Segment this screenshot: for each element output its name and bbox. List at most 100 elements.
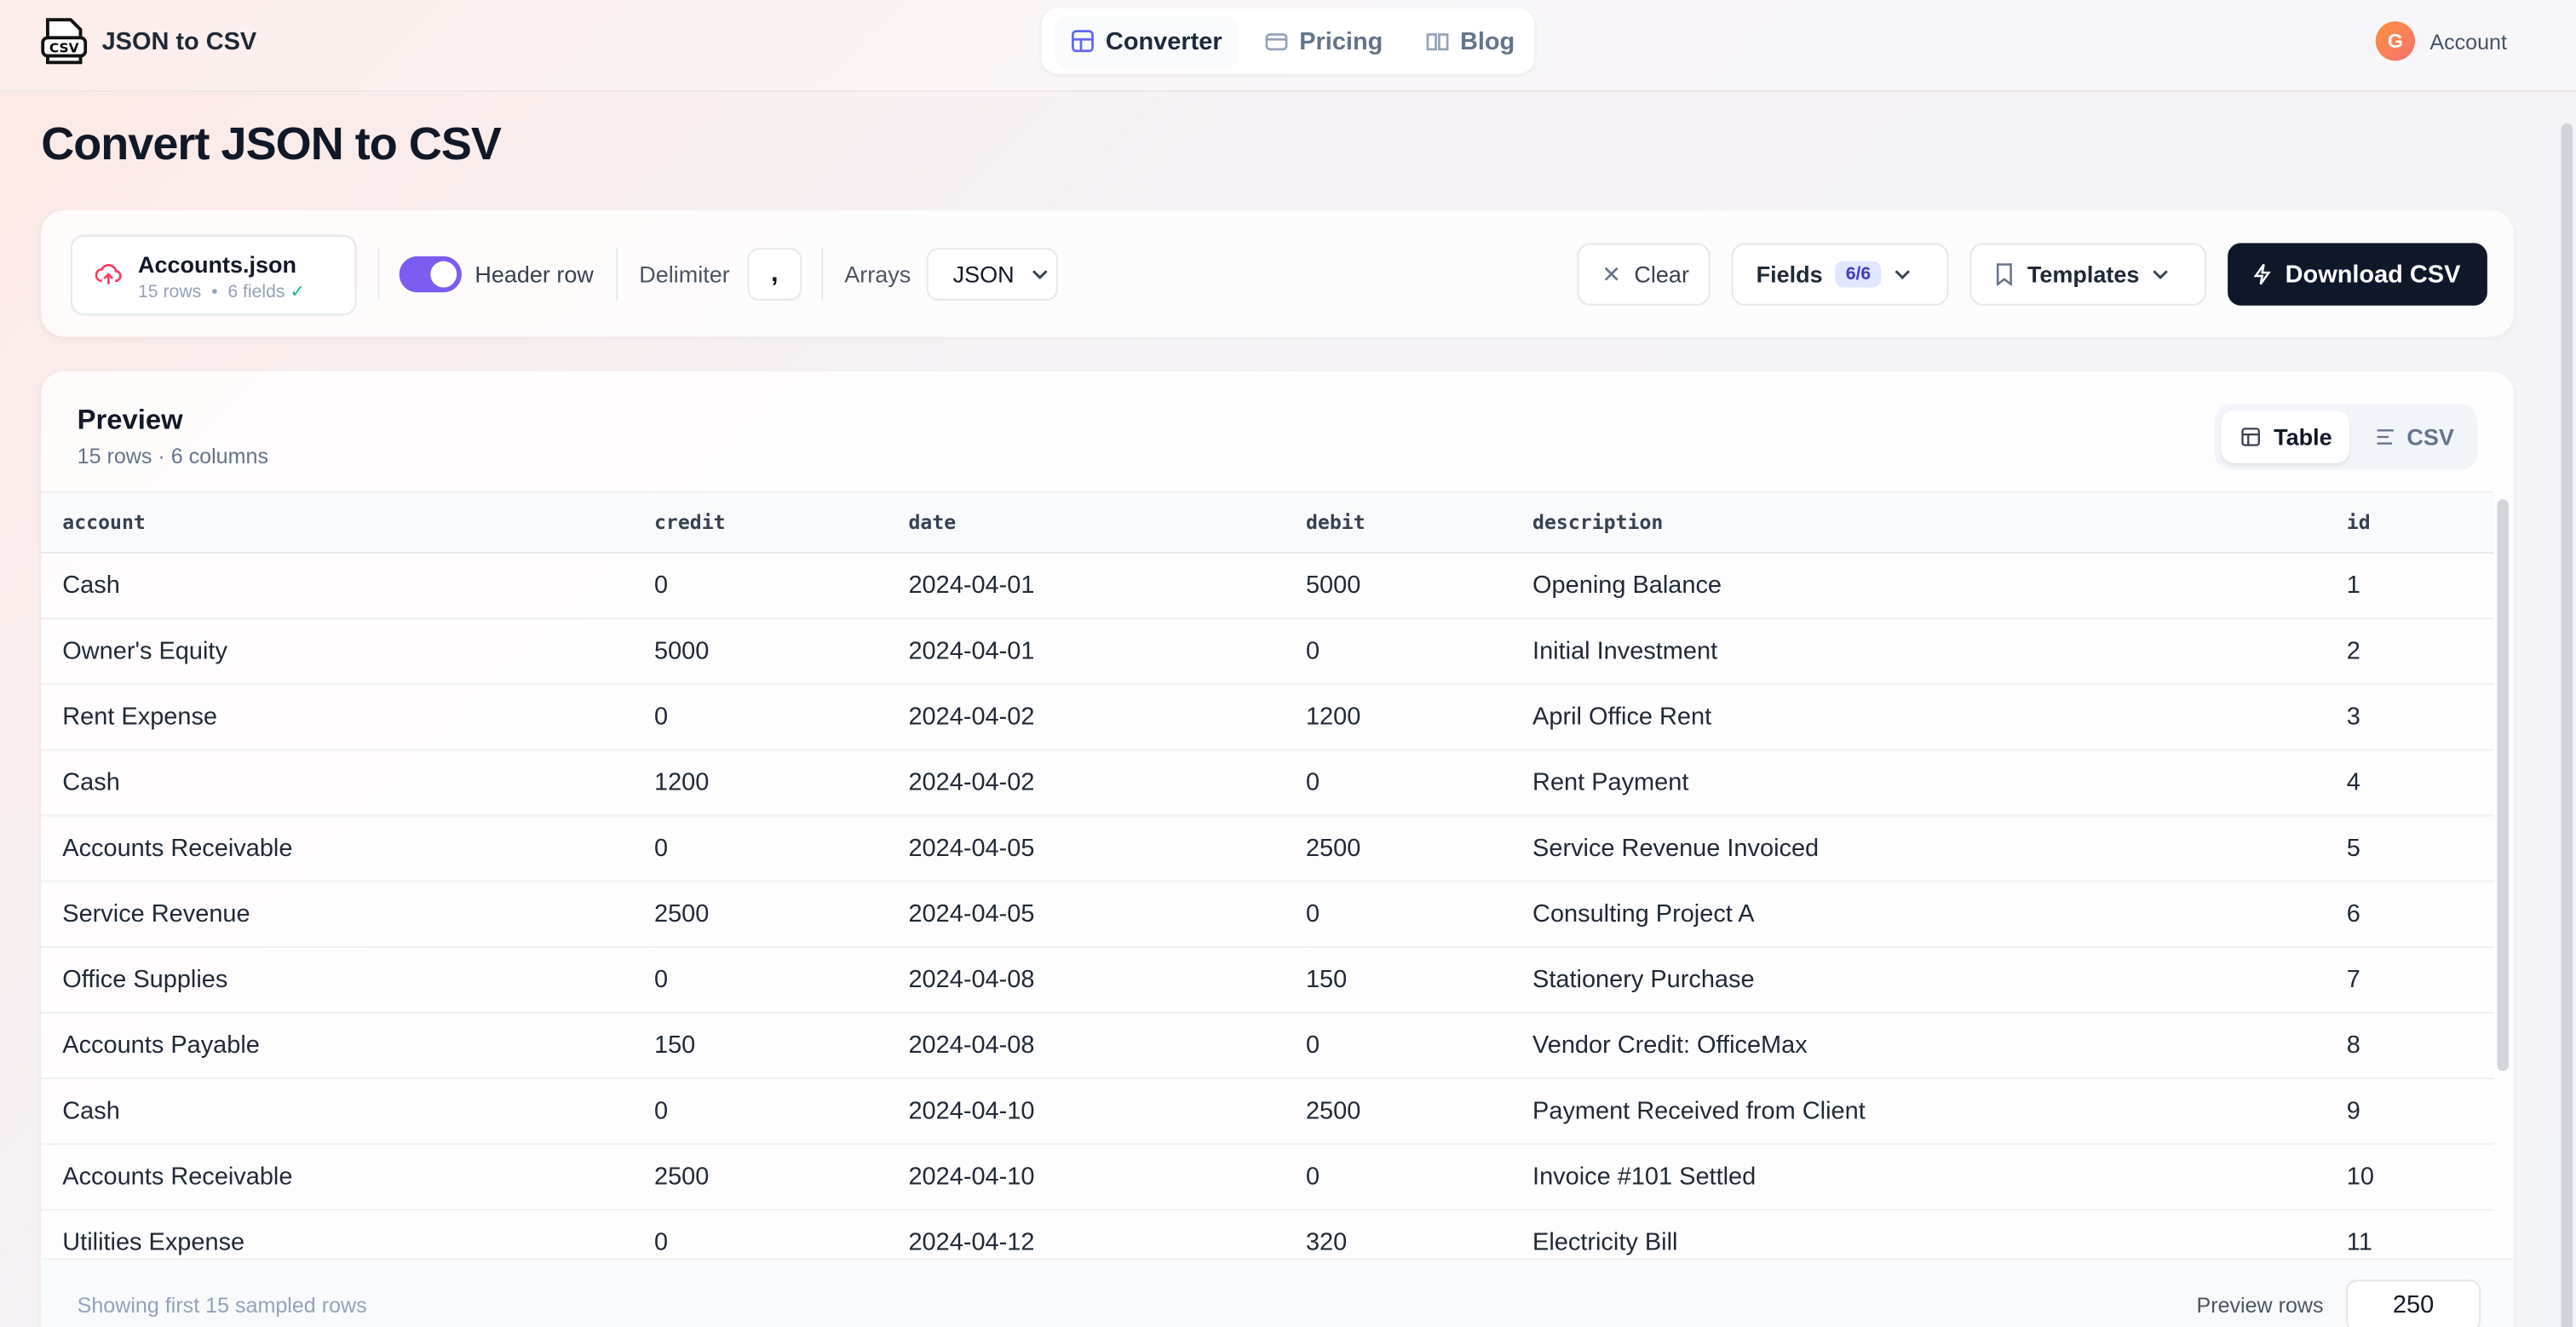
toolbar: Accounts.json 15 rows • 6 fields ✓ Heade… (41, 210, 2514, 337)
table-cell: Cash (41, 552, 653, 620)
csv-tab[interactable]: CSV (2353, 411, 2471, 463)
icon (1426, 33, 1448, 51)
column-header: date (906, 491, 1305, 554)
fields-button[interactable]: Fields 6/6 (1731, 243, 1949, 306)
table-cell: 2024-04-05 (906, 881, 1305, 948)
file-chip[interactable]: Accounts.json 15 rows • 6 fields ✓ (70, 234, 357, 316)
button-label: Clear (1634, 261, 1689, 288)
button-label: Fields (1756, 261, 1823, 288)
table-row: Accounts Receivable 0 2024-04-05 2500 Servic… (41, 815, 2494, 882)
table-cell: 4 (2344, 750, 2494, 817)
table-row: Cash 1200 2024-04-02 0 Rent Payment 4 (41, 750, 2494, 817)
column-header: debit (1304, 491, 1532, 554)
avatar[interactable]: G (2375, 21, 2415, 61)
table-row: Cash 0 2024-04-01 5000 Opening Balance 1 (41, 552, 2494, 620)
table-cell: 9 (2344, 1078, 2494, 1146)
label: Delimiter (639, 261, 730, 288)
table-row: Service Revenue 2500 2024-04-05 0 Consulting… (41, 881, 2494, 948)
nav-item[interactable]: Blog (1409, 15, 1531, 66)
logo: CSV (41, 18, 88, 65)
table-tab[interactable]: Table (2221, 411, 2349, 463)
table-cell: 1200 (1304, 684, 1532, 751)
chevron (1895, 270, 1910, 279)
table-cell: 3 (2344, 684, 2494, 751)
icon (1072, 30, 1094, 53)
table-cell: Owner's Equity (41, 618, 653, 686)
table-cell: 2024-04-10 (906, 1144, 1305, 1211)
icon (2241, 428, 2260, 446)
table-row: Accounts Receivable 2500 2024-04-10 0 Invoic… (41, 1144, 2494, 1211)
nav: Converter Pricing Blog (1041, 8, 1535, 74)
icon (1265, 33, 1288, 51)
preview-rows-input[interactable]: 250 (2345, 1279, 2481, 1327)
table-body: Cash 0 2024-04-01 5000 Opening Balance 1 Owner… (41, 552, 2494, 1277)
preview-footer: Showing first 15 sampled rows Preview ro… (41, 1258, 2514, 1327)
clear-button[interactable]: ✕ Clear (1577, 243, 1711, 306)
icon (2253, 263, 2271, 285)
table-cell: 150 (1304, 946, 1532, 1014)
table-row: Accounts Payable 150 2024-04-08 0 Vendor Cre… (41, 1012, 2494, 1080)
header-row: account credit date debit description id (41, 491, 2494, 554)
tab-label: CSV (2406, 423, 2454, 451)
svg-text:CSV: CSV (49, 41, 79, 56)
delimiter-input[interactable]: , (747, 248, 802, 301)
table-cell: Rent Payment (1531, 750, 2345, 817)
table-cell: Stationery Purchase (1531, 946, 2345, 1014)
nav-label: Converter (1105, 26, 1222, 55)
column-header: id (2344, 491, 2494, 554)
table-cell: 10 (2344, 1144, 2494, 1211)
header-row-toggle[interactable] (399, 256, 462, 293)
table-cell: April Office Rent (1531, 684, 2345, 751)
table-cell: Invoice #101 Settled (1531, 1144, 2345, 1211)
icon (2377, 429, 2394, 445)
table-cell: 2024-04-02 (906, 750, 1305, 817)
table-cell: Rent Expense (41, 684, 653, 751)
account-link[interactable]: Account (2429, 29, 2507, 55)
table-cell: 2500 (1304, 815, 1532, 882)
table-cell: 0 (1304, 750, 1532, 817)
file-fields: 6 fields (227, 282, 285, 302)
divider (616, 248, 618, 301)
table-cell: 2024-04-01 (906, 552, 1305, 620)
table-cell: 0 (1304, 1144, 1532, 1211)
nav-label: Pricing (1299, 26, 1383, 55)
table-row: Cash 0 2024-04-10 2500 Payment Received from… (41, 1078, 2494, 1146)
header: CSV JSON to CSV Converter Pricing Blog G… (0, 0, 2576, 92)
nav-item[interactable]: Converter (1055, 15, 1239, 67)
download-button[interactable]: Download CSV (2228, 243, 2487, 306)
table-cell: 150 (653, 1012, 907, 1080)
badge: 6/6 (1836, 261, 1881, 288)
table-cell: 2024-04-10 (906, 1078, 1305, 1146)
table-cell: Service Revenue Invoiced (1531, 815, 2345, 882)
table-cell: 5000 (653, 618, 907, 686)
nav-label: Blog (1459, 26, 1515, 55)
ok-icon: ✓ (290, 282, 306, 302)
table-cell: Consulting Project A (1531, 881, 2345, 948)
label: Header row (474, 261, 594, 288)
table-cell: 8 (2344, 1012, 2494, 1080)
table-cell: Accounts Receivable (41, 1144, 653, 1211)
templates-button[interactable]: Templates (1969, 243, 2207, 306)
upload-icon (95, 263, 122, 284)
page-scrollbar[interactable] (2561, 123, 2573, 1327)
table-cell: 2024-04-08 (906, 1012, 1305, 1080)
icon: ✕ (1601, 260, 1621, 287)
table-cell: Payment Received from Client (1531, 1078, 2345, 1146)
table-cell: 5 (2344, 815, 2494, 882)
table-cell: 1200 (653, 750, 907, 817)
column-header: description (1531, 491, 2345, 554)
table-cell: 5000 (1304, 552, 1532, 620)
scrollbar[interactable] (2497, 499, 2509, 1071)
column-header: account (41, 491, 653, 554)
icon (1996, 263, 2012, 286)
table-cell: 2 (2344, 618, 2494, 686)
label: Arrays (844, 261, 911, 288)
nav-item[interactable]: Pricing (1248, 15, 1399, 66)
preview-table: account credit date debit description id Cash 0… (41, 491, 2494, 1277)
brand[interactable]: JSON to CSV (101, 27, 257, 56)
arrays-select[interactable]: JSON (926, 248, 1058, 301)
table-cell: 2024-04-05 (906, 815, 1305, 882)
preview-subtitle: 15 rows · 6 columns (77, 443, 268, 468)
